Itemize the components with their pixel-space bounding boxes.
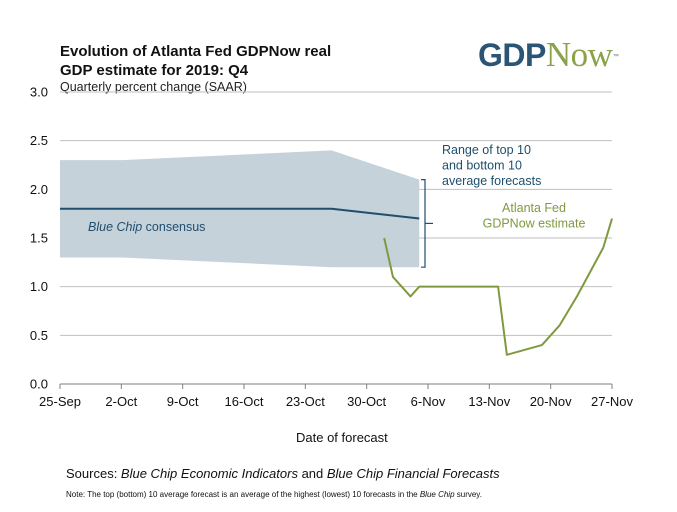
note-suffix: survey. (454, 490, 482, 499)
x-tick-label: 9-Oct (167, 394, 199, 409)
chart-title-line2: GDP estimate for 2019: Q4 (60, 62, 249, 79)
range-label-line: average forecasts (442, 174, 541, 188)
gdpnow-label-line: GDPNow estimate (483, 217, 586, 231)
sources-line: Sources: Blue Chip Economic Indicators a… (66, 466, 500, 481)
x-tick-label: 25-Sep (39, 394, 81, 409)
x-axis-label: Date of forecast (296, 430, 388, 445)
x-tick-label: 30-Oct (347, 394, 386, 409)
footnote: Note: The top (bottom) 10 average foreca… (66, 490, 482, 499)
consensus-label: Blue Chip consensus (88, 220, 205, 234)
y-tick-label: 1.0 (30, 279, 48, 294)
y-tick-label: 2.0 (30, 182, 48, 197)
x-tick-label: 6-Nov (411, 394, 446, 409)
x-tick-label: 13-Nov (468, 394, 510, 409)
x-tick-label: 20-Nov (530, 394, 572, 409)
chart-title-line1: Evolution of Atlanta Fed GDPNow real (60, 43, 332, 60)
gdpnow-label-line: Atlanta Fed (502, 201, 566, 215)
y-tick-label: 0.5 (30, 328, 48, 343)
x-tick-label: 23-Oct (286, 394, 325, 409)
x-tick-label: 16-Oct (224, 394, 263, 409)
chart-subtitle: Quarterly percent change (SAAR) (60, 80, 247, 94)
logo-now-text: Now (545, 35, 613, 74)
chart-title: Evolution of Atlanta Fed GDPNow real GDP… (60, 42, 331, 80)
logo-gdp-text: GDP (478, 37, 546, 73)
y-tick-label: 1.5 (30, 231, 48, 246)
x-tick-label: 2-Oct (105, 394, 137, 409)
y-tick-label: 3.0 (30, 85, 48, 100)
sources-and: and (297, 466, 327, 481)
blue-chip-consensus-line (60, 207, 420, 220)
gdpnow-logo: GDPNow ™ (478, 35, 619, 74)
y-tick-label: 0.0 (30, 377, 48, 392)
annotations: Blue Chip consensus Range of top 10 and bo… (88, 143, 586, 268)
range-bracket (421, 179, 426, 268)
note-italic: Blue Chip (419, 490, 455, 499)
series-lines (60, 207, 613, 356)
gdpnow-estimate-line (383, 218, 613, 356)
sources-publication-2: Blue Chip Financial Forecasts (326, 466, 500, 481)
note-prefix: Note: The top (bottom) 10 average foreca… (66, 490, 420, 499)
logo-trademark: ™ (612, 54, 619, 60)
axes: 0.0 0.5 1.0 1.5 2.0 2.5 3.0 25-Sep 2-Oct 9-Oct 16-… (30, 85, 634, 410)
range-label-line: Range of top 10 (442, 143, 531, 157)
sources-prefix: Sources: (66, 466, 121, 481)
sources-publication-1: Blue Chip Economic Indicators (120, 466, 298, 481)
x-tick-label: 27-Nov (591, 394, 633, 409)
y-tick-label: 2.5 (30, 133, 48, 148)
range-label-line: and bottom 10 (442, 159, 522, 173)
